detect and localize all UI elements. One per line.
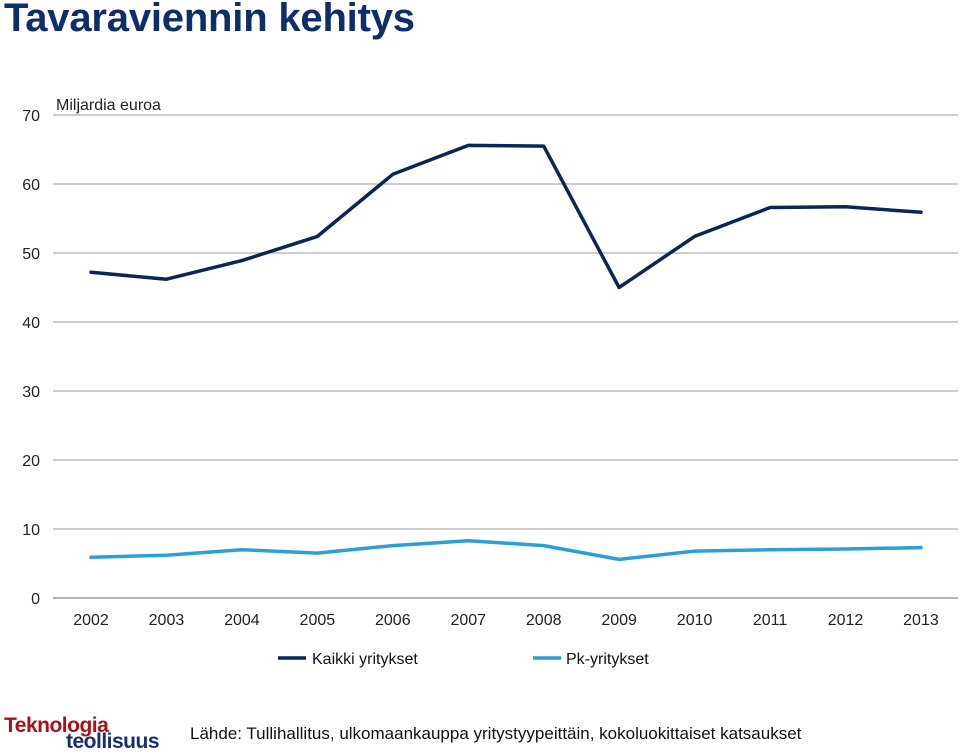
y-tick-label: 60 [22,177,40,194]
x-tick-label: 2010 [677,612,713,629]
data-point [240,259,244,262]
data-point [240,548,244,551]
series-lines [89,143,923,562]
data-point [617,286,621,289]
data-point [844,205,847,208]
chart-title: Tavaraviennin kehitys [4,0,415,40]
y-axis-unit-label: Miljardia euroa [56,97,161,114]
y-tick-label: 10 [22,522,40,539]
data-point [542,544,545,547]
data-point [391,173,394,176]
data-point [542,144,545,148]
x-tick-label: 2004 [224,612,260,629]
data-point [768,548,772,551]
x-tick-label: 2012 [828,612,864,629]
data-point [316,551,319,555]
data-point [693,549,696,553]
x-tick-label: 2005 [300,612,336,629]
logo-line2: teollisuus [66,730,160,753]
series-line-kaikki-yritykset [89,143,923,290]
data-point [89,271,93,274]
x-tick-label: 2006 [375,612,411,629]
y-tick-label: 50 [22,246,40,263]
data-point [844,547,847,551]
y-tick-label: 30 [22,384,40,401]
x-tick-label: 2007 [450,612,486,629]
teknologiateollisuus-logo: Teknologia teollisuus [4,714,174,753]
data-point [467,144,470,147]
line-chart: 0 10 20 30 40 50 60 70 Miljardia euroa 2002 2003… [22,97,958,668]
y-axis-ticks: 0 10 20 30 40 50 60 70 [22,108,40,608]
y-tick-label: 70 [22,108,40,125]
data-point [617,558,621,561]
x-tick-label: 2013 [903,612,939,629]
data-point [89,556,93,559]
x-tick-label: 2002 [73,612,109,629]
series-line-pk-yritykset [89,538,923,562]
data-point [316,235,319,238]
y-tick-label: 0 [31,591,40,608]
legend: Kaikki yritykset Pk-yritykset [278,651,649,668]
data-point [391,544,394,547]
legend-label: Pk-yritykset [566,651,649,668]
x-tick-label: 2008 [526,612,562,629]
data-point [165,278,168,281]
y-tick-label: 20 [22,453,40,470]
y-tick-label: 40 [22,315,40,332]
data-point [919,546,923,549]
data-point [467,539,470,542]
data-point [165,554,168,557]
x-tick-label: 2009 [601,612,637,629]
x-tick-label: 2003 [149,612,185,629]
x-tick-label: 2011 [753,612,788,629]
logo-line1: Teknologia [4,714,109,737]
data-point [919,211,923,214]
data-point [768,206,772,209]
gridlines [53,114,958,599]
legend-label: Kaikki yritykset [312,651,418,668]
source-note: Lähde: Tullihallitus, ulkomaankauppa yri… [190,724,802,743]
data-point [693,235,696,238]
x-axis-ticks: 2002 2003 2004 2005 2006 2007 2008 2009 2010 2011… [73,612,939,629]
